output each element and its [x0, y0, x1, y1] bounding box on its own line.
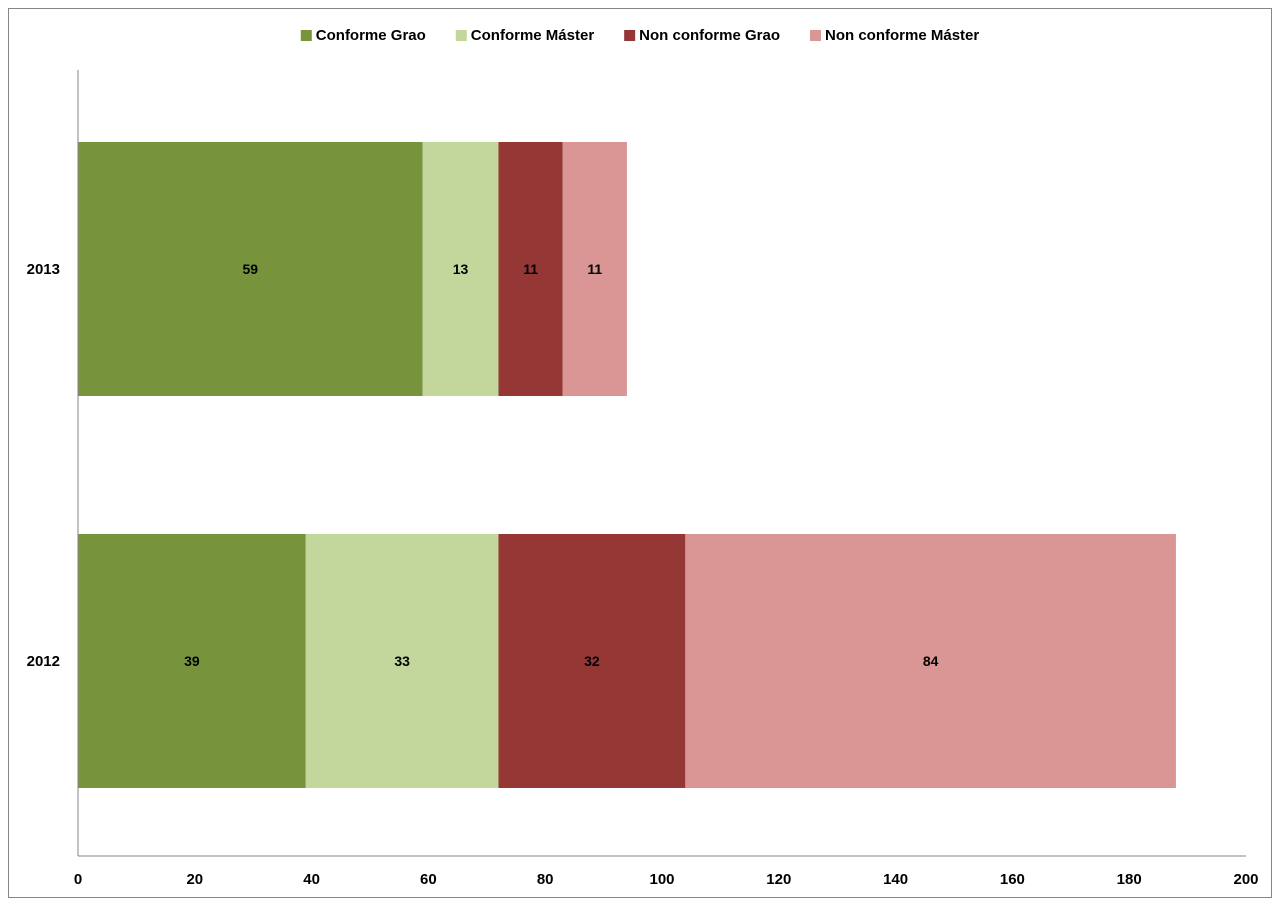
- x-tick-label: 80: [537, 871, 554, 888]
- data-label-2013-series-2: 11: [523, 261, 538, 277]
- data-label-2012-series-2: 32: [584, 653, 600, 669]
- axes: [77, 70, 1246, 857]
- x-tick-label: 120: [766, 871, 791, 888]
- legend-item: Conforme Máster: [455, 27, 595, 44]
- category-label: 2013: [27, 261, 60, 278]
- data-label-2013-series-3: 11: [587, 261, 602, 277]
- bar-2012-series-3: [685, 534, 1176, 788]
- data-label-2012-series-1: 33: [394, 653, 410, 669]
- legend: Conforme Grao Conforme Máster Non conforme…: [300, 27, 979, 44]
- legend-swatch: [300, 30, 312, 41]
- legend-swatch: [455, 30, 467, 41]
- x-tick-label: 180: [1117, 871, 1142, 888]
- bar-2013-series-2: [498, 142, 563, 396]
- x-tick-label: 100: [649, 871, 674, 888]
- legend-label: Conforme Máster: [471, 27, 595, 44]
- x-tick-label: 160: [1000, 871, 1025, 888]
- bar-2012-series-1: [305, 534, 499, 788]
- x-tick-label: 40: [303, 871, 320, 888]
- legend-label: Non conforme Máster: [825, 27, 979, 44]
- category-label: 2012: [27, 653, 60, 670]
- legend-item: Non conforme Grao: [624, 27, 780, 44]
- data-label-2012-series-3: 84: [923, 653, 939, 669]
- y-category-labels: 2013 2012: [27, 261, 60, 670]
- x-tick-label: 140: [883, 871, 908, 888]
- x-tick-label: 200: [1233, 871, 1258, 888]
- bar-2012-series-0: [78, 534, 306, 788]
- bar-2013-series-1: [422, 142, 499, 396]
- legend-label: Non conforme Grao: [639, 27, 780, 44]
- bars: [78, 142, 1176, 788]
- data-label-2013-series-1: 13: [453, 261, 469, 277]
- x-tick-label: 0: [74, 871, 82, 888]
- legend-swatch: [624, 30, 636, 41]
- x-tick-label: 20: [186, 871, 203, 888]
- data-labels: 59 13 11 11 39 33 32 84: [184, 261, 939, 669]
- bar-2012-series-2: [498, 534, 686, 788]
- x-tick-labels: 0 20 40 60 80 100 120 140 160 180 200: [74, 871, 1259, 888]
- data-label-2012-series-0: 39: [184, 653, 200, 669]
- legend-swatch: [810, 30, 822, 41]
- bar-2013-series-3: [562, 142, 627, 396]
- x-tick-label: 60: [420, 871, 437, 888]
- bar-2013-series-0: [78, 142, 423, 396]
- legend-item: Non conforme Máster: [810, 27, 979, 44]
- legend-label: Conforme Grao: [316, 27, 426, 44]
- legend-item: Conforme Grao: [300, 27, 426, 44]
- data-label-2013-series-0: 59: [242, 261, 258, 277]
